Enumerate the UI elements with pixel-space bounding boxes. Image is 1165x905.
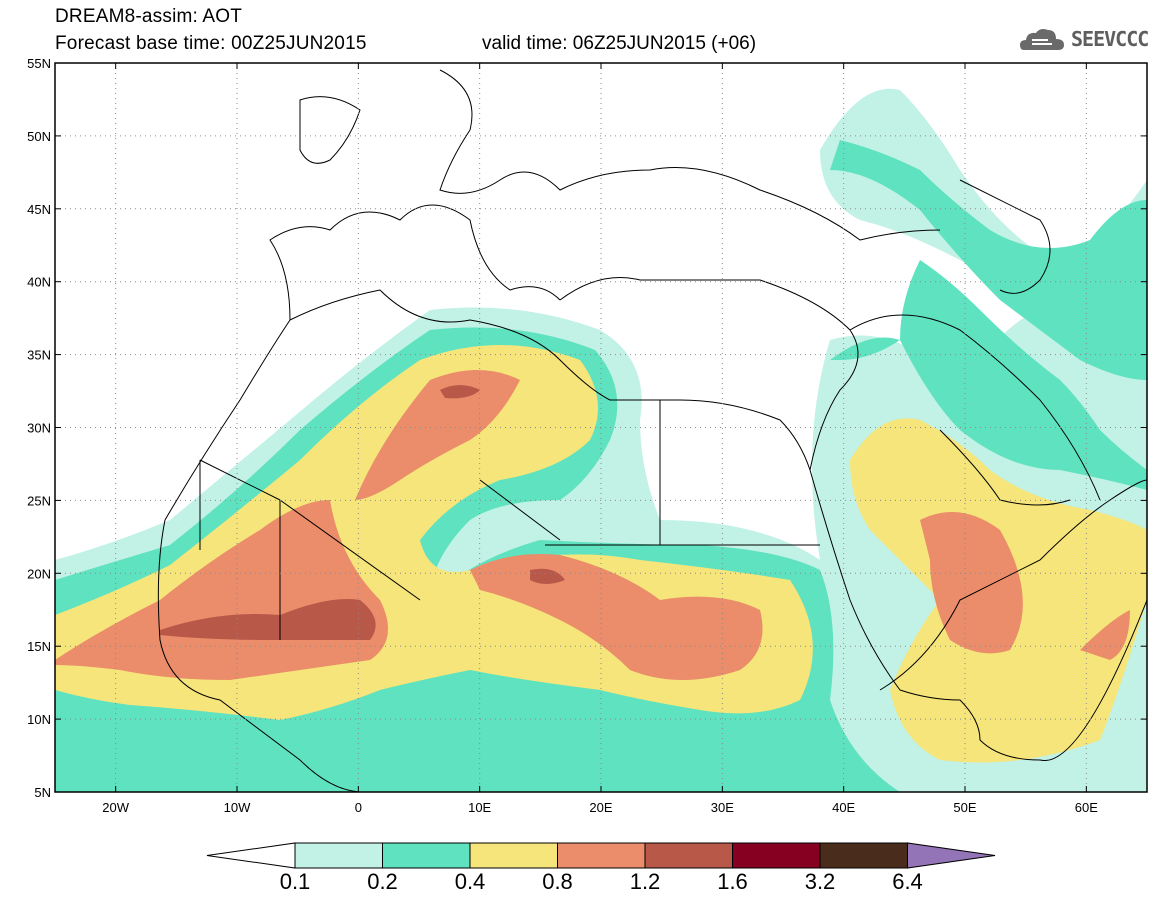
lon-tick-label: 10E (468, 800, 491, 815)
colorbar-label: 0.8 (542, 869, 573, 894)
lat-tick-label: 5N (34, 785, 51, 800)
aot-field (55, 88, 1147, 792)
forecast-base-time: Forecast base time: 00Z25JUN2015 (55, 33, 367, 54)
chart-title: DREAM8-assim: AOT (55, 6, 243, 27)
lat-tick-label: 20N (27, 566, 51, 581)
lat-tick-label: 45N (27, 202, 51, 217)
lat-tick-label: 55N (27, 56, 51, 71)
lon-tick-label: 20E (589, 800, 612, 815)
lon-tick-label: 50E (953, 800, 976, 815)
colorbar-label: 0.2 (367, 869, 398, 894)
lon-tick-label: 20W (102, 800, 129, 815)
colorbar-label: 0.1 (279, 869, 311, 894)
colorbar-label: 3.2 (804, 869, 836, 894)
lat-tick-label: 30N (27, 421, 51, 436)
lat-tick-label: 35N (27, 348, 51, 363)
lon-tick-label: 60E (1075, 800, 1098, 815)
lat-tick-label: 40N (27, 275, 51, 290)
lat-tick-label: 10N (27, 712, 51, 727)
lat-tick-label: 15N (27, 639, 51, 654)
colorbar-label: 1.6 (717, 869, 748, 894)
logo-text: SEEVCCC (1071, 27, 1149, 51)
valid-time: valid time: 06Z25JUN2015 (+06) (482, 33, 757, 54)
coastlines (157, 69, 1147, 792)
lon-tick-label: 40E (832, 800, 855, 815)
colorbar-label: 1.2 (629, 869, 661, 894)
lon-tick-label: 0 (355, 800, 362, 815)
axis-ticks: 55N 50N 45N 40N 35N 30N 25N 20N 15N 10N 5N 20W 10W 0 1… (27, 56, 1147, 815)
lat-tick-label: 25N (27, 493, 51, 508)
lat-tick-label: 50N (27, 129, 51, 144)
colorbar-label: 6.4 (892, 869, 923, 894)
lon-tick-label: 10W (224, 800, 251, 815)
cloud-icon (1020, 29, 1064, 50)
lon-tick-label: 30E (711, 800, 734, 815)
colorbar-label: 0.4 (454, 869, 486, 894)
